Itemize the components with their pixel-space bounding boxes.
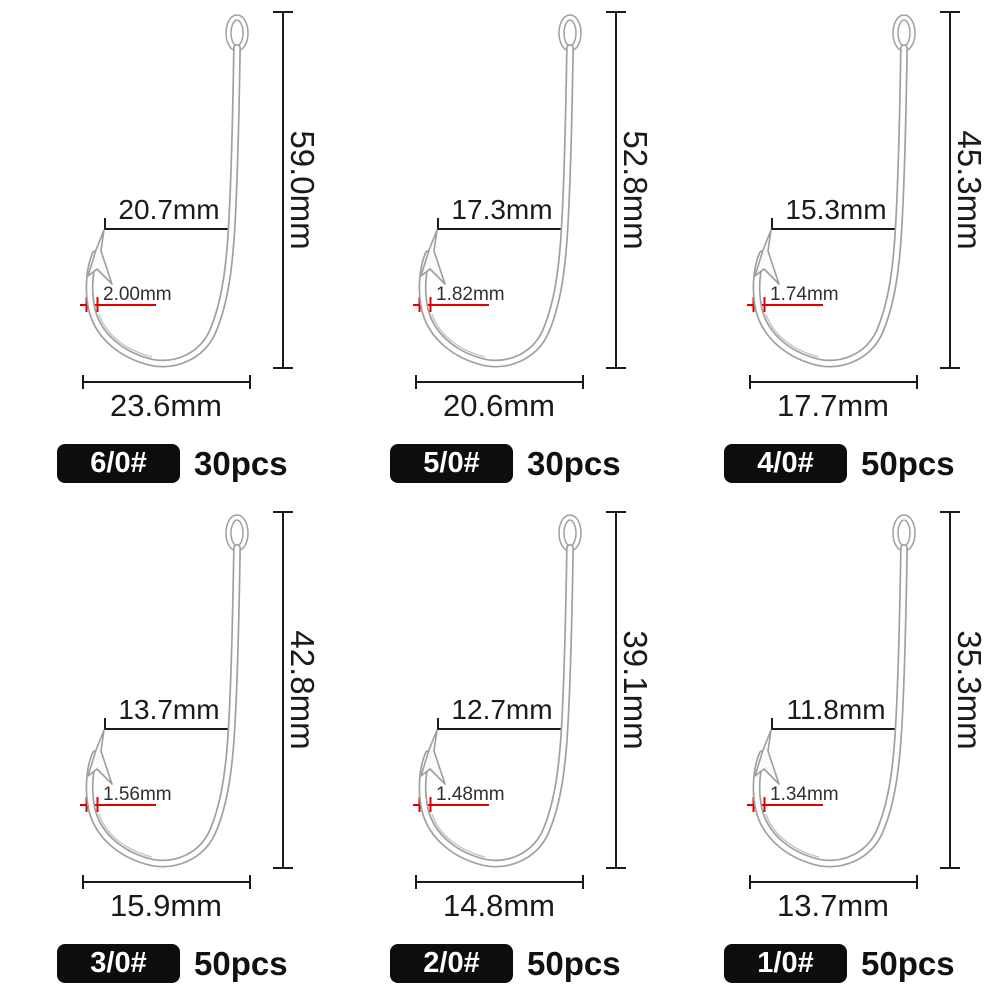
quantity-label: 50pcs bbox=[527, 945, 621, 982]
total-length-label: 39.1mm bbox=[617, 630, 654, 750]
wire-diameter-label: 1.34mm bbox=[770, 784, 839, 805]
overall-width-label: 23.6mm bbox=[110, 388, 222, 423]
fishhook-graphic bbox=[667, 500, 1000, 1000]
hook-panel-1-0: 35.3mm 11.8mm 1.34mm 13.7mm 1/0# 50pcs bbox=[667, 500, 1000, 1000]
fishhook-graphic bbox=[667, 0, 1000, 500]
size-badge-label: 5/0# bbox=[423, 447, 480, 479]
quantity-label: 50pcs bbox=[861, 445, 955, 482]
size-badge: 1/0# bbox=[724, 944, 847, 983]
overall-width-label: 14.8mm bbox=[443, 888, 555, 923]
fishhook-graphic bbox=[333, 500, 666, 1000]
gap-width-label: 15.3mm bbox=[785, 194, 887, 225]
gap-width-label: 17.3mm bbox=[451, 194, 553, 225]
size-badge: 2/0# bbox=[390, 944, 513, 983]
gap-width-label: 11.8mm bbox=[786, 694, 886, 725]
wire-diameter-label: 2.00mm bbox=[103, 284, 172, 305]
size-badge-label: 2/0# bbox=[423, 947, 480, 979]
quantity-label: 30pcs bbox=[527, 445, 621, 482]
total-length-label: 35.3mm bbox=[951, 630, 988, 750]
size-badge: 6/0# bbox=[57, 444, 180, 483]
hook-panel-6-0: 59.0mm 20.7mm 2.00mm 23.6mm 6/0# 30pcs bbox=[0, 0, 333, 500]
overall-width-label: 13.7mm bbox=[777, 888, 889, 923]
total-length-label: 45.3mm bbox=[951, 130, 988, 250]
size-badge: 4/0# bbox=[724, 444, 847, 483]
gap-width-label: 13.7mm bbox=[118, 694, 220, 725]
wire-diameter-label: 1.56mm bbox=[103, 784, 172, 805]
overall-width-label: 17.7mm bbox=[777, 388, 889, 423]
hook-panel-3-0: 42.8mm 13.7mm 1.56mm 15.9mm 3/0# 50pcs bbox=[0, 500, 333, 1000]
overall-width-label: 20.6mm bbox=[443, 388, 555, 423]
wire-diameter-label: 1.48mm bbox=[436, 784, 505, 805]
fishhook-graphic bbox=[0, 0, 333, 500]
total-length-label: 59.0mm bbox=[284, 130, 321, 250]
fishhook-graphic bbox=[333, 0, 666, 500]
hook-panel-4-0: 45.3mm 15.3mm 1.74mm 17.7mm 4/0# 50pcs bbox=[667, 0, 1000, 500]
quantity-label: 30pcs bbox=[194, 445, 288, 482]
overall-width-label: 15.9mm bbox=[110, 888, 222, 923]
size-badge-label: 4/0# bbox=[757, 447, 814, 479]
quantity-label: 50pcs bbox=[861, 945, 955, 982]
fishhook-graphic bbox=[0, 500, 333, 1000]
hook-panel-2-0: 39.1mm 12.7mm 1.48mm 14.8mm 2/0# 50pcs bbox=[333, 500, 666, 1000]
total-length-label: 52.8mm bbox=[617, 130, 654, 250]
quantity-label: 50pcs bbox=[194, 945, 288, 982]
gap-width-label: 20.7mm bbox=[118, 194, 220, 225]
wire-diameter-label: 1.82mm bbox=[436, 284, 505, 305]
size-badge-label: 3/0# bbox=[90, 947, 147, 979]
size-badge: 5/0# bbox=[390, 444, 513, 483]
size-badge-label: 6/0# bbox=[90, 447, 147, 479]
wire-diameter-label: 1.74mm bbox=[770, 284, 839, 305]
size-badge-label: 1/0# bbox=[757, 947, 814, 979]
gap-width-label: 12.7mm bbox=[451, 694, 553, 725]
hook-panel-5-0: 52.8mm 17.3mm 1.82mm 20.6mm 5/0# 30pcs bbox=[333, 0, 666, 500]
total-length-label: 42.8mm bbox=[284, 630, 321, 750]
size-badge: 3/0# bbox=[57, 944, 180, 983]
